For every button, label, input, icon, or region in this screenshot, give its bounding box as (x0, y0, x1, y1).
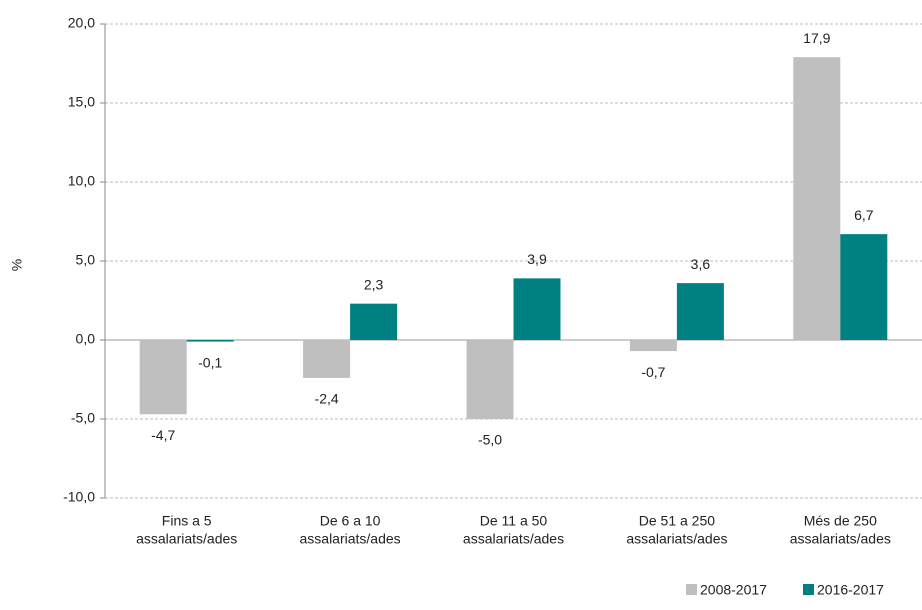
value-label: 2,3 (364, 276, 384, 292)
bar (466, 340, 514, 419)
bar (793, 57, 841, 341)
bar (513, 278, 561, 340)
x-tick-label: Més de 250 (804, 513, 877, 529)
y-tick-label: -10,0 (63, 489, 95, 505)
legend-swatch (686, 584, 697, 595)
x-tick-label: assalariats/ades (136, 531, 237, 547)
y-axis-label: % (9, 259, 25, 271)
y-tick-label: 5,0 (76, 252, 96, 268)
bar (840, 234, 888, 340)
value-label: 17,9 (803, 30, 830, 46)
value-label: 3,9 (527, 251, 547, 267)
value-label: 6,7 (854, 207, 874, 223)
y-tick-label: 0,0 (76, 331, 96, 347)
bar (303, 340, 351, 378)
legend-swatch (803, 584, 814, 595)
value-label: 3,6 (691, 256, 711, 272)
bar (629, 340, 677, 352)
bar (350, 303, 398, 340)
y-tick-label: -5,0 (71, 410, 95, 426)
value-label: -0,1 (198, 354, 222, 370)
x-tick-label: assalariats/ades (300, 531, 401, 547)
x-tick-label: assalariats/ades (790, 531, 891, 547)
value-label: -2,4 (315, 391, 339, 407)
value-label: -5,0 (478, 432, 502, 448)
value-label: -0,7 (641, 364, 665, 380)
x-tick-label: assalariats/ades (626, 531, 727, 547)
x-tick-label: De 51 a 250 (639, 513, 715, 529)
y-tick-label: 10,0 (68, 173, 95, 189)
x-tick-label: De 6 a 10 (320, 513, 381, 529)
x-tick-label: Fins a 5 (162, 513, 212, 529)
y-tick-label: 20,0 (68, 15, 95, 31)
bar (186, 340, 234, 342)
legend-label: 2016-2017 (817, 582, 884, 598)
value-label: -4,7 (151, 427, 175, 443)
bar (139, 340, 187, 415)
legend-label: 2008-2017 (700, 582, 767, 598)
y-tick-label: 15,0 (68, 94, 95, 110)
bar (676, 283, 724, 340)
x-tick-label: assalariats/ades (463, 531, 564, 547)
x-tick-label: De 11 a 50 (480, 513, 548, 529)
